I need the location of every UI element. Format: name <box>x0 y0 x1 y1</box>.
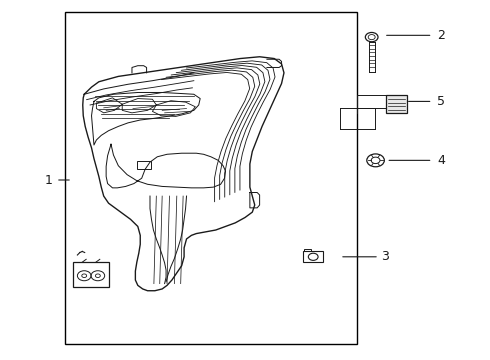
Text: 5: 5 <box>438 95 445 108</box>
Bar <box>304 249 311 251</box>
Bar <box>137 161 151 169</box>
Text: 4: 4 <box>438 154 445 167</box>
Bar <box>65 12 357 344</box>
Bar <box>386 95 407 113</box>
Text: 2: 2 <box>438 29 445 42</box>
Text: 3: 3 <box>381 250 389 263</box>
Text: 1: 1 <box>45 174 52 186</box>
Bar <box>74 262 109 287</box>
Bar <box>303 251 323 262</box>
